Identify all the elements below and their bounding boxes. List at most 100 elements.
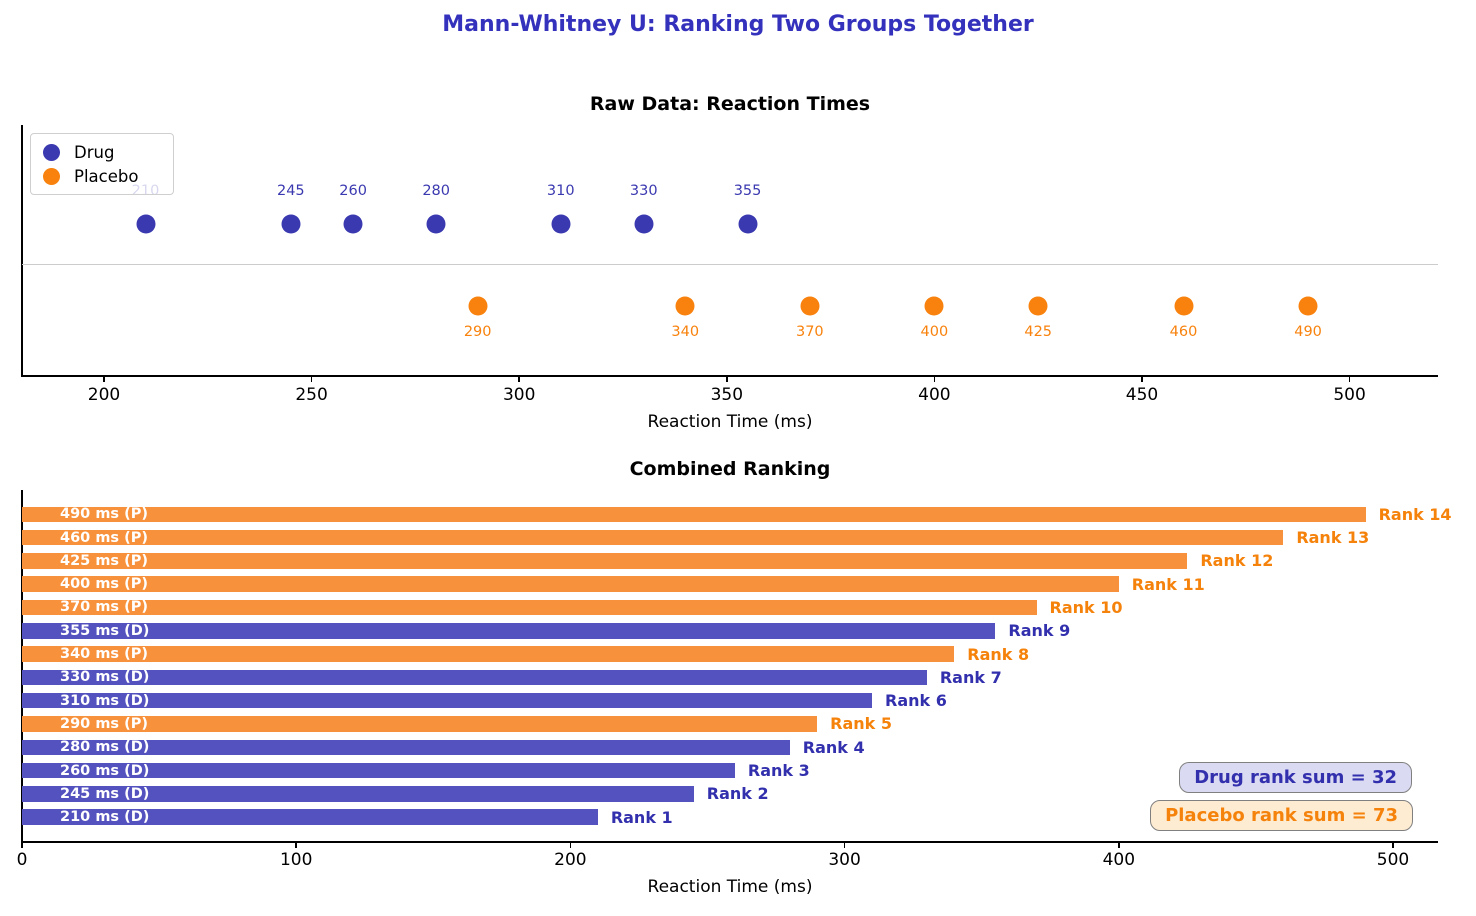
bar-value-label: 310 ms (D)	[60, 692, 150, 709]
drug-rank-bar: 245 ms (D)	[22, 786, 694, 802]
drug-rank-bar: 260 ms (D)	[22, 763, 735, 779]
x-tick-label: 200	[554, 850, 587, 870]
x-tick-mark	[933, 375, 936, 382]
rank-label: Rank 12	[1200, 551, 1274, 571]
drug-point-value-label: 355	[733, 183, 762, 199]
rank-label: Rank 6	[885, 691, 947, 711]
placebo-rank-bar: 460 ms (P)	[22, 529, 1284, 546]
drug-rank-sum-annotation: Drug rank sum = 32	[1179, 762, 1412, 793]
rank-label: Rank 3	[747, 761, 810, 781]
placebo-point	[800, 296, 820, 316]
drug-point	[738, 214, 758, 234]
raw-data-y-axis-line	[21, 125, 23, 376]
placebo-rank-bar: 490 ms (P)	[22, 506, 1366, 523]
placebo-point	[1298, 296, 1318, 316]
bar-value-label: 340 ms (P)	[60, 646, 148, 663]
placebo-point-value-label: 425	[1024, 324, 1053, 340]
placebo-point-value-label: 340	[671, 324, 700, 340]
drug-point	[343, 214, 363, 234]
placebo-rank-bar: 425 ms (P)	[22, 552, 1188, 569]
drug-point-value-label: 330	[629, 183, 658, 199]
rank-label: Rank 9	[1008, 621, 1071, 641]
drug-rank-bar: 210 ms (D)	[22, 809, 598, 825]
raw-data-x-axis-label: Reaction Time (ms)	[647, 412, 813, 432]
x-tick-label: 500	[1333, 385, 1366, 405]
x-tick-mark	[1118, 841, 1120, 848]
legend-label: Drug	[74, 142, 115, 162]
x-tick-mark	[295, 841, 297, 848]
drug-point	[136, 214, 156, 234]
placebo-point-value-label: 460	[1169, 324, 1198, 340]
x-tick-mark	[310, 375, 313, 382]
drug-point-value-label: 310	[546, 183, 575, 199]
x-tick-mark	[1348, 375, 1351, 382]
rank-label: Rank 7	[939, 667, 1002, 687]
placebo-point	[1028, 296, 1048, 316]
drug-legend-marker-icon	[43, 143, 60, 161]
placebo-point-value-label: 290	[463, 324, 492, 340]
x-tick-mark	[1141, 375, 1143, 382]
x-tick-label: 500	[1376, 850, 1410, 870]
x-tick-mark	[518, 375, 520, 382]
x-tick-label: 250	[295, 385, 328, 405]
raw-data-x-axis-line	[21, 374, 1438, 377]
rank-label: Rank 10	[1049, 597, 1123, 617]
x-tick-mark	[569, 841, 572, 848]
bar-value-label: 490 ms (P)	[60, 506, 148, 523]
bar-value-label: 245 ms (D)	[60, 785, 150, 802]
rank-label: Rank 5	[830, 714, 893, 734]
rank-label: Rank 13	[1296, 528, 1370, 548]
drug-point	[426, 214, 446, 234]
placebo-rank-bar: 290 ms (P)	[22, 716, 818, 732]
bar-value-label: 370 ms (P)	[60, 599, 148, 616]
drug-rank-bar: 330 ms (D)	[22, 669, 927, 686]
placebo-point	[468, 296, 488, 316]
rank-label: Rank 8	[967, 644, 1030, 664]
legend: Drug Placebo	[30, 133, 174, 195]
placebo-point-value-label: 490	[1294, 324, 1322, 340]
x-tick-mark	[843, 841, 846, 848]
x-tick-mark	[103, 375, 105, 382]
placebo-legend-marker-icon	[43, 167, 60, 185]
bar-value-label: 330 ms (D)	[60, 669, 150, 686]
drug-point-value-label: 245	[276, 183, 305, 199]
placebo-point-value-label: 370	[795, 324, 824, 340]
x-tick-label: 200	[87, 385, 121, 405]
x-tick-label: 0	[16, 850, 28, 870]
bar-value-label: 425 ms (P)	[60, 552, 148, 569]
drug-rank-bar: 280 ms (D)	[22, 739, 790, 755]
placebo-rank-sum-annotation: Placebo rank sum = 73	[1150, 800, 1413, 831]
rank-label: Rank 2	[706, 784, 769, 804]
ranking-y-axis-line	[21, 490, 23, 842]
placebo-point-value-label: 400	[920, 324, 949, 340]
legend-entry-placebo: Placebo	[43, 167, 173, 186]
drug-point	[551, 214, 571, 234]
x-tick-label: 400	[1102, 850, 1136, 870]
legend-entry-drug: Drug	[43, 143, 173, 162]
x-tick-label: 450	[1125, 385, 1159, 405]
placebo-point	[924, 296, 944, 316]
rank-label: Rank 14	[1378, 504, 1452, 524]
placebo-rank-bar: 400 ms (P)	[22, 576, 1119, 592]
rank-label: Rank 4	[802, 737, 865, 757]
figure-title: Mann-Whitney U: Ranking Two Groups Toget…	[442, 12, 1034, 37]
x-tick-mark	[1392, 841, 1394, 848]
drug-point	[634, 214, 654, 234]
x-tick-label: 300	[828, 850, 861, 870]
x-tick-label: 350	[710, 385, 744, 405]
drug-point-value-label: 280	[422, 183, 450, 199]
bar-value-label: 400 ms (P)	[60, 576, 148, 593]
rank-label: Rank 11	[1131, 574, 1205, 594]
ranking-x-axis-label: Reaction Time (ms)	[647, 877, 813, 897]
bar-value-label: 355 ms (D)	[60, 622, 150, 639]
combined-ranking-subplot-title: Combined Ranking	[629, 458, 831, 480]
bar-value-label: 460 ms (P)	[60, 529, 148, 546]
bar-value-label: 260 ms (D)	[60, 762, 150, 779]
x-tick-label: 400	[918, 385, 951, 405]
